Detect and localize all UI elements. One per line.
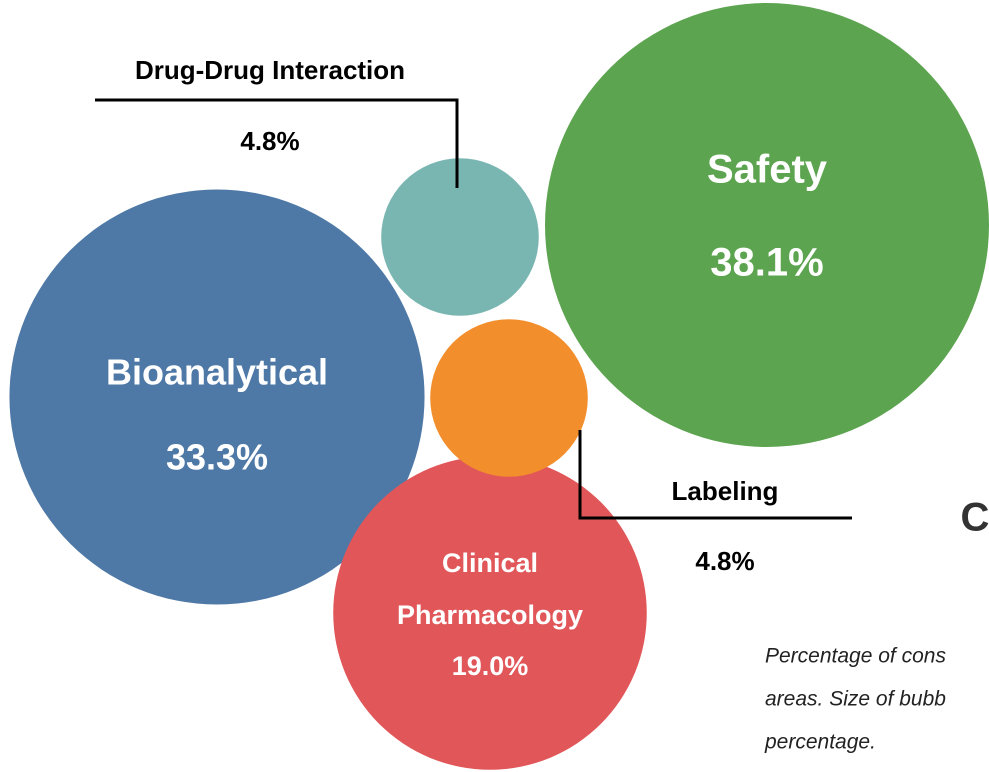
category-label: Safety bbox=[707, 148, 828, 192]
leader-line bbox=[578, 430, 852, 520]
labels: Bioanalytical 33.3% Drug-Drug Interaction 4… bbox=[106, 55, 828, 681]
caption: Percentage of cons bbox=[765, 645, 946, 668]
value-label: 4.8% bbox=[240, 126, 299, 156]
bubble bbox=[381, 158, 539, 316]
leader-line bbox=[95, 98, 459, 188]
annotation: C bbox=[961, 496, 989, 540]
bubble bbox=[430, 319, 588, 477]
category-label: Labeling bbox=[672, 476, 779, 506]
bubble bbox=[9, 189, 425, 605]
category-label: Bioanalytical bbox=[106, 352, 328, 393]
bubbles bbox=[9, 3, 989, 770]
caption: percentage. bbox=[764, 731, 876, 754]
bubble bbox=[545, 3, 989, 447]
category-label: Drug-Drug Interaction bbox=[135, 55, 405, 85]
bubble bbox=[333, 456, 647, 770]
caption: areas. Size of bubb bbox=[765, 688, 946, 711]
value-label: 19.0% bbox=[452, 651, 529, 681]
value-label: 33.3% bbox=[166, 437, 268, 478]
category-label: Clinical Pharmacology bbox=[397, 548, 583, 630]
value-label: 38.1% bbox=[710, 241, 823, 285]
value-label: 4.8% bbox=[695, 546, 754, 576]
